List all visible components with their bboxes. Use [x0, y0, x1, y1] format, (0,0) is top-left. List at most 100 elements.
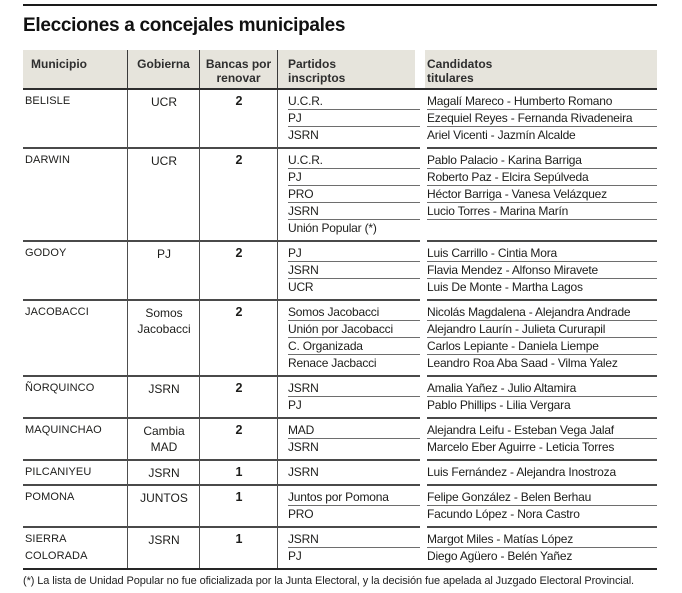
- party-name: U.C.R.: [288, 152, 420, 169]
- party-row: PJ Ezequiel Reyes - Fernanda Rivadeneira: [278, 110, 657, 127]
- table-header-right-block: Candidatos titulares: [425, 50, 657, 88]
- gobierna-cell: JSRN: [148, 466, 180, 480]
- group-separator-right: [427, 147, 657, 149]
- candidates-names: Amalia Yañez - Julio Altamira: [427, 380, 657, 397]
- top-rule: [23, 4, 657, 6]
- party-row: JSRN Lucio Torres - Marina Marín: [278, 203, 657, 220]
- party-rows: PJ Luis Carrillo - Cintia Mora JSRN Flavia …: [278, 245, 657, 296]
- gobierna-cell: JUNTOS: [140, 491, 188, 505]
- bancas-cell: 2: [235, 246, 243, 260]
- party-rows: MAD Alejandra Leifu - Esteban Vega Jalaf J…: [278, 422, 657, 456]
- group-separator: [23, 484, 657, 486]
- party-row: UCR Luis De Monte - Martha Lagos: [278, 279, 657, 296]
- group-separator: [23, 375, 657, 377]
- party-name: Unión por Jacobacci: [288, 321, 420, 338]
- candidates-names: Luis De Monte - Martha Lagos: [427, 280, 583, 294]
- candidates-names: [427, 220, 657, 237]
- party-row: PJ Diego Agüero - Belén Yañez: [278, 548, 657, 565]
- group-separator-right: [427, 417, 657, 419]
- gobierna-cell: Somos Jacobacci: [137, 306, 191, 336]
- bancas-cell: 2: [235, 381, 243, 395]
- table-group: JACOBACCI Somos Jacobacci 2 Somos Jacobacci…: [23, 301, 657, 375]
- bancas-cell: 1: [235, 490, 243, 504]
- group-separator: [23, 299, 657, 301]
- party-row: JSRN Ariel Vicenti - Jazmín Alcalde: [278, 127, 657, 144]
- gobierna-cell: UCR: [151, 154, 177, 168]
- bottom-rule: [23, 568, 657, 570]
- party-row: JSRN Amalia Yañez - Julio Altamira: [278, 380, 657, 397]
- gobierna-cell: Cambia MAD: [143, 424, 185, 454]
- municipio-cell: BELISLE: [25, 95, 71, 107]
- gobierna-cell: JSRN: [148, 382, 180, 396]
- candidates-names: Luis Carrillo - Cintia Mora: [427, 245, 657, 262]
- party-rows: U.C.R. Magalí Mareco - Humberto Romano PJ E…: [278, 93, 657, 144]
- candidates-names: Nicolás Magdalena - Alejandra Andrade: [427, 304, 657, 321]
- header-partidos: Partidos inscriptos: [288, 57, 346, 85]
- table-group: POMONA JUNTOS 1 Juntos por Pomona Felipe Gon…: [23, 486, 657, 526]
- municipio-cell: SIERRA COLORADA: [25, 533, 88, 562]
- party-row: Renace Jacbacci Leandro Roa Aba Saad - Vi…: [278, 355, 657, 372]
- group-separator-right: [427, 459, 657, 461]
- municipio-cell: MAQUINCHAO: [25, 424, 102, 436]
- party-row: U.C.R. Pablo Palacio - Karina Barriga: [278, 152, 657, 169]
- party-name: Juntos por Pomona: [288, 489, 420, 506]
- header-candidatos: Candidatos titulares: [427, 57, 493, 85]
- party-row: MAD Alejandra Leifu - Esteban Vega Jalaf: [278, 422, 657, 439]
- party-row: JSRN Luis Fernández - Alejandra Inostroza: [278, 464, 657, 481]
- bancas-cell: 1: [235, 532, 243, 546]
- group-separator-gap: [420, 240, 427, 242]
- party-name: PJ: [288, 110, 420, 127]
- group-separator: [23, 526, 657, 528]
- bancas-cell: 2: [235, 305, 243, 319]
- table-group: MAQUINCHAO Cambia MAD 2 MAD Alejandra Leifu …: [23, 419, 657, 459]
- group-separator-gap: [420, 484, 427, 486]
- table-group: SIERRA COLORADA JSRN 1 JSRN Margot Miles - M…: [23, 528, 657, 568]
- bancas-cell: 1: [235, 465, 243, 479]
- column-rule: [277, 90, 278, 568]
- party-name: UCR: [288, 280, 314, 294]
- candidates-names: Lucio Torres - Marina Marín: [427, 203, 657, 220]
- group-separator-right: [427, 240, 657, 242]
- group-separator-right: [427, 526, 657, 528]
- municipio-cell: PILCANIYEU: [25, 466, 92, 478]
- candidates-names: Flavia Mendez - Alfonso Miravete: [427, 262, 657, 279]
- bancas-cell: 2: [235, 94, 243, 108]
- group-separator: [23, 240, 657, 242]
- candidates-names: Facundo López - Nora Castro: [427, 507, 580, 521]
- municipio-cell: POMONA: [25, 491, 75, 503]
- party-row: JSRN Marcelo Eber Aguirre - Leticia Torre…: [278, 439, 657, 456]
- party-name: JSRN: [288, 128, 319, 142]
- column-rule: [127, 90, 128, 568]
- table-group: ÑORQUINCO JSRN 2 JSRN Amalia Yañez - Julio A…: [23, 377, 657, 417]
- party-rows: JSRN Margot Miles - Matías López PJ Diego A…: [278, 531, 657, 565]
- party-row: Juntos por Pomona Felipe González - Belen…: [278, 489, 657, 506]
- candidates-names: Roberto Paz - Elcira Sepúlveda: [427, 169, 657, 186]
- party-row: U.C.R. Magalí Mareco - Humberto Romano: [278, 93, 657, 110]
- party-name: JSRN: [288, 203, 420, 220]
- header-gutter: [415, 50, 425, 88]
- group-separator-left: [23, 484, 420, 486]
- group-separator-gap: [420, 459, 427, 461]
- party-name: JSRN: [288, 531, 420, 548]
- table-header: Municipio Gobierna Bancas por renovar Pa…: [23, 50, 657, 90]
- party-rows: U.C.R. Pablo Palacio - Karina Barriga PJ Ro…: [278, 152, 657, 237]
- party-row: Unión Popular (*): [278, 220, 657, 237]
- candidates-names: Magalí Mareco - Humberto Romano: [427, 93, 657, 110]
- table-body: BELISLE UCR 2 U.C.R. Magalí Mareco - Humbert…: [23, 90, 657, 568]
- party-name: JSRN: [288, 440, 319, 454]
- group-separator-right: [427, 299, 657, 301]
- party-row: PJ Pablo Phillips - Lilia Vergara: [278, 397, 657, 414]
- page-title: Elecciones a concejales municipales: [23, 15, 346, 36]
- municipio-cell: DARWIN: [25, 154, 71, 166]
- municipio-cell: ÑORQUINCO: [25, 382, 95, 394]
- gobierna-cell: PJ: [156, 247, 171, 261]
- party-name: PJ: [288, 549, 302, 563]
- candidates-names: Ezequiel Reyes - Fernanda Rivadeneira: [427, 110, 657, 127]
- party-name: PRO: [288, 186, 420, 203]
- header-gobierna: Gobierna: [128, 50, 200, 88]
- table-group: PILCANIYEU JSRN 1 JSRN Luis Fernández - Alej…: [23, 461, 657, 484]
- party-row: PRO Héctor Barriga - Vanesa Velázquez: [278, 186, 657, 203]
- party-row: PRO Facundo López - Nora Castro: [278, 506, 657, 523]
- group-separator-gap: [420, 147, 427, 149]
